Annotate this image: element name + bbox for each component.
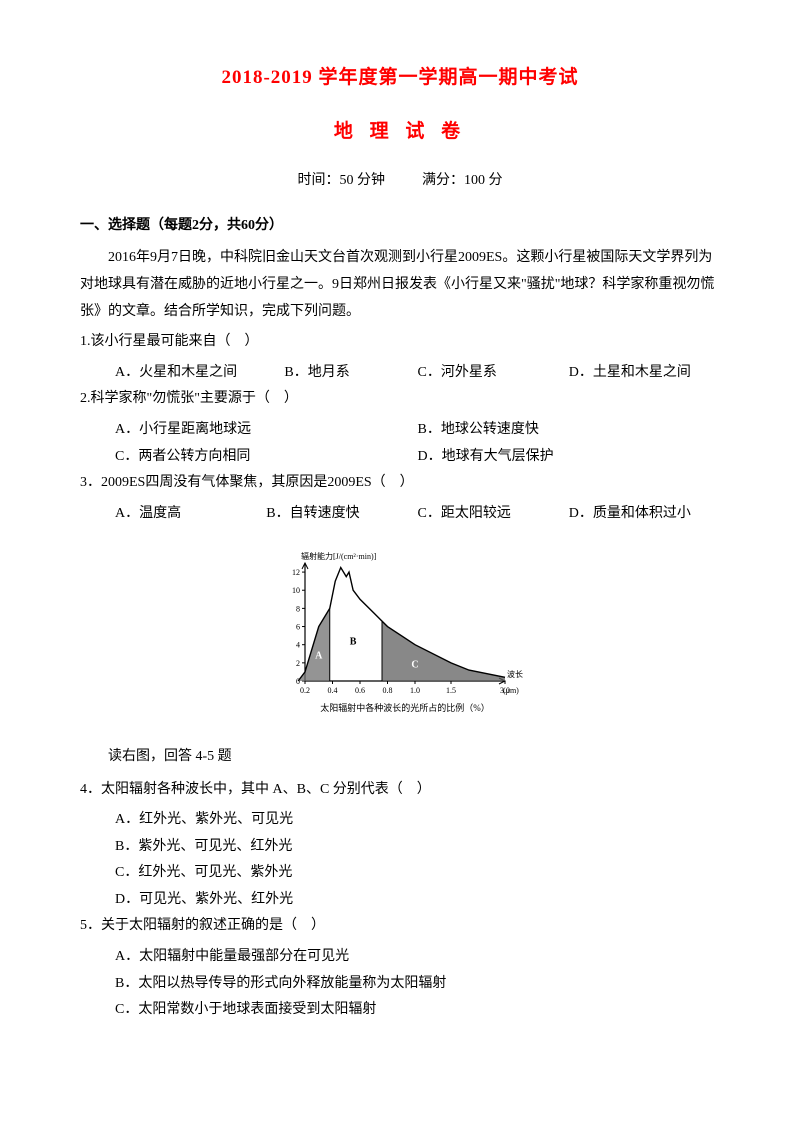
q3-option-a: A．温度高 (115, 501, 266, 528)
title-sub: 地 理 试 卷 (80, 114, 720, 150)
q5-option-b: B．太阳以热导传导的形式向外释放能量称为太阳辐射 (115, 971, 720, 998)
svg-text:0.2: 0.2 (300, 686, 310, 695)
q1-option-d: D．土星和木星之间 (569, 360, 720, 387)
svg-text:(μm): (μm) (503, 686, 519, 695)
q5-option-a: A．太阳辐射中能量最强部分在可见光 (115, 944, 720, 971)
question-5: 5．关于太阳辐射的叙述正确的是（ ） (80, 913, 720, 940)
question-3: 3．2009ES四周没有气体聚焦，其原因是2009ES（ ） (80, 470, 720, 497)
q4-option-d: D．可见光、紫外光、红外光 (115, 887, 720, 914)
q3-option-c: C．距太阳较远 (418, 501, 569, 528)
svg-text:10: 10 (292, 587, 300, 596)
svg-text:B: B (350, 637, 357, 648)
svg-text:太阳辐射中各种波长的光所占的比例（%）: 太阳辐射中各种波长的光所占的比例（%） (320, 702, 490, 713)
svg-text:1.5: 1.5 (446, 686, 456, 695)
q1-option-c: C．河外星系 (417, 360, 568, 387)
q2-option-c: C．两者公转方向相同 (115, 444, 418, 471)
svg-text:A: A (315, 651, 323, 662)
q2-option-d: D．地球有大气层保护 (418, 444, 721, 471)
q1-option-a: A．火星和木星之间 (115, 360, 284, 387)
svg-text:0.6: 0.6 (355, 686, 365, 695)
q1-options: A．火星和木星之间 B．地月系 C．河外星系 D．土星和木星之间 (80, 360, 720, 387)
q4-option-c: C．红外光、可见光、紫外光 (115, 860, 720, 887)
exam-info: 时间：50 分钟 满分：100 分 (80, 168, 720, 195)
q2-options: A．小行星距离地球远 B．地球公转速度快 C．两者公转方向相同 D．地球有大气层… (80, 417, 720, 470)
q4-options: A．红外光、紫外光、可见光 B．紫外光、可见光、红外光 C．红外光、可见光、紫外… (80, 807, 720, 913)
q3-options: A．温度高 B．自转速度快 C．距太阳较远 D．质量和体积过小 (80, 501, 720, 528)
q5-options: A．太阳辐射中能量最强部分在可见光 B．太阳以热导传导的形式向外释放能量称为太阳… (80, 944, 720, 1024)
svg-text:波长: 波长 (507, 669, 523, 679)
svg-text:0.4: 0.4 (328, 686, 338, 695)
title-main: 2018-2019 学年度第一学期高一期中考试 (80, 60, 720, 96)
svg-text:6: 6 (296, 623, 300, 632)
svg-text:辐射能力[J/(cm²·min)]: 辐射能力[J/(cm²·min)] (301, 551, 377, 561)
q1-option-b: B．地月系 (284, 360, 417, 387)
svg-text:12: 12 (292, 568, 300, 577)
passage-1: 2016年9月7日晚，中科院旧金山天文台首次观测到小行星2009ES。这颗小行星… (80, 245, 720, 325)
section-header: 一、选择题（每题2分，共60分） (80, 213, 720, 240)
q4-option-b: B．紫外光、可见光、红外光 (115, 834, 720, 861)
score-label: 满分：100 分 (422, 173, 503, 188)
svg-text:1.0: 1.0 (410, 686, 420, 695)
svg-text:8: 8 (296, 605, 300, 614)
question-2: 2.科学家称"勿慌张"主要源于（ ） (80, 386, 720, 413)
q4-option-a: A．红外光、紫外光、可见光 (115, 807, 720, 834)
svg-text:4: 4 (296, 641, 300, 650)
svg-text:2: 2 (296, 659, 300, 668)
question-4: 4．太阳辐射各种波长中，其中 A、B、C 分别代表（ ） (80, 777, 720, 804)
q2-option-b: B．地球公转速度快 (418, 417, 721, 444)
q3-option-d: D．质量和体积过小 (569, 501, 720, 528)
read-figure-note: 读右图，回答 4-5 题 (80, 744, 720, 771)
svg-text:0.8: 0.8 (383, 686, 393, 695)
q5-option-c: C．太阳常数小于地球表面接受到太阳辐射 (115, 997, 720, 1024)
solar-radiation-chart: 024681012辐射能力[J/(cm²·min)]0.20.40.60.81.… (275, 547, 525, 717)
question-1: 1.该小行星最可能来自（ ） (80, 329, 720, 356)
time-label: 时间：50 分钟 (298, 173, 386, 188)
svg-text:C: C (411, 660, 418, 671)
figure-solar-radiation: 024681012辐射能力[J/(cm²·min)]0.20.40.60.81.… (80, 539, 720, 736)
q3-option-b: B．自转速度快 (266, 501, 417, 528)
q2-option-a: A．小行星距离地球远 (115, 417, 418, 444)
